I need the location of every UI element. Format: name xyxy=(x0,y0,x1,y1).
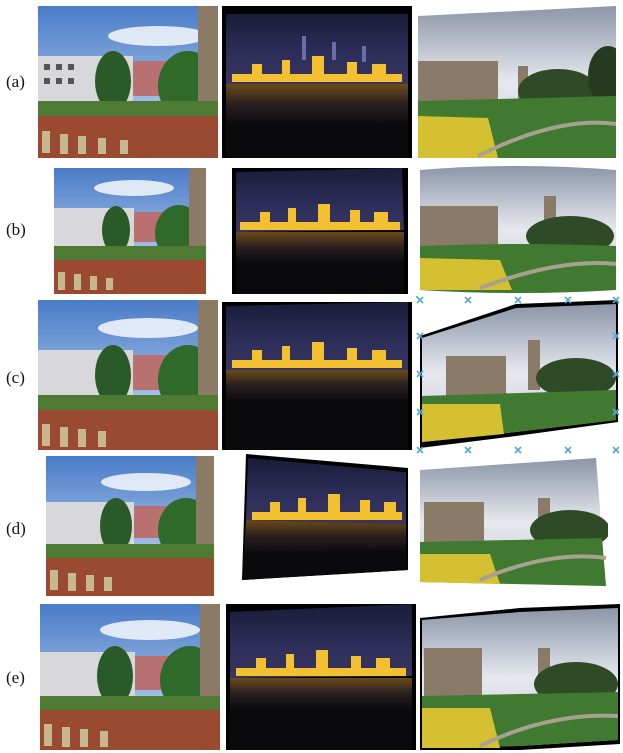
row-label-a: (a) xyxy=(6,72,25,91)
image-b-campus xyxy=(54,168,206,294)
row-label-b: (b) xyxy=(6,220,26,239)
image-d-night-city xyxy=(238,454,410,590)
image-a-castle-garden xyxy=(418,6,616,158)
image-c-castle-garden-mesh xyxy=(416,296,622,456)
image-e-castle-garden xyxy=(420,604,620,750)
image-a-night-city xyxy=(222,6,412,158)
image-b-night-city xyxy=(232,168,408,294)
image-c-campus xyxy=(38,300,218,450)
image-d-campus xyxy=(46,456,214,596)
row-label-d: (d) xyxy=(6,519,26,538)
image-b-castle-garden xyxy=(420,166,616,294)
image-d-castle-garden xyxy=(420,458,608,586)
image-e-night-city xyxy=(226,604,416,750)
row-label-c: (c) xyxy=(6,368,25,387)
row-label-e: (e) xyxy=(6,668,25,687)
image-a-campus xyxy=(38,6,218,158)
image-c-night-city xyxy=(222,302,412,450)
image-e-campus xyxy=(40,604,220,750)
